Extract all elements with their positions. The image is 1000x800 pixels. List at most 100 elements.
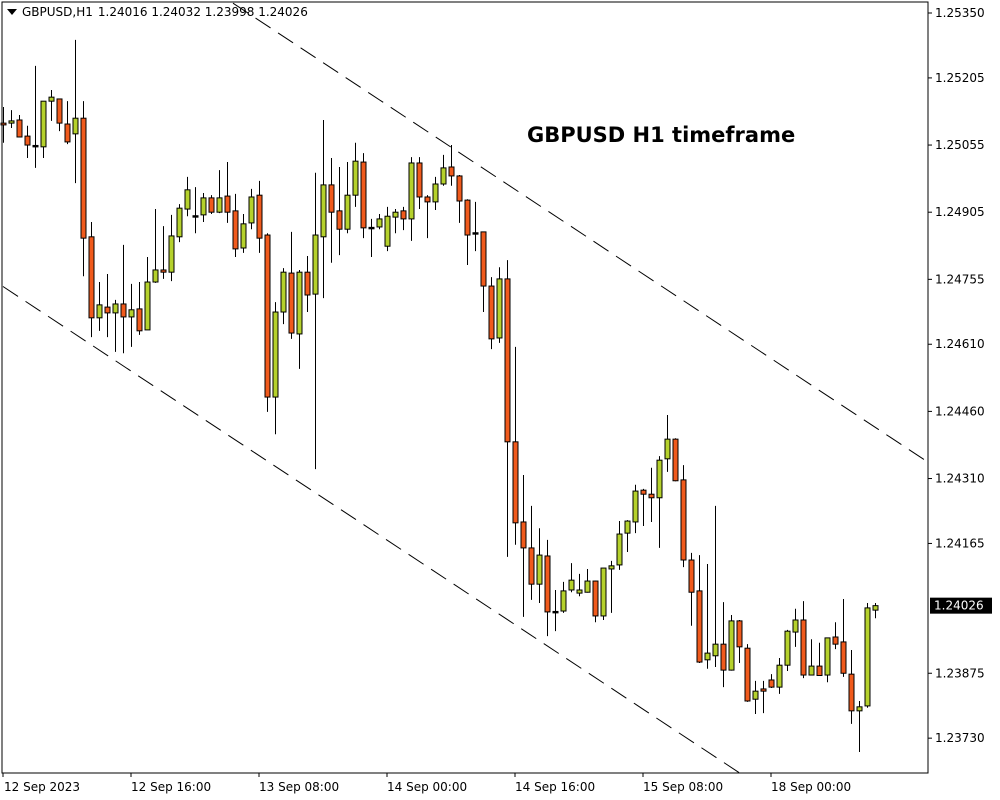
candle-body-bear [224, 195, 231, 213]
time-axis[interactable]: 12 Sep 2023 12 Sep 16:00 13 Sep 08:00 14 Se… [2, 773, 851, 794]
candle-body-bear [136, 308, 143, 332]
candle [640, 488, 647, 526]
candle [0, 107, 7, 143]
candle [392, 209, 399, 234]
price-axis[interactable]: 1.25350 1.25205 1.25055 1.24905 1.24755 1.246… [928, 6, 992, 745]
candle-body-bull [176, 207, 183, 238]
candle-body-bull [272, 311, 279, 398]
price-tick-label: 1.24905 [935, 205, 985, 219]
candle [248, 188, 255, 230]
candle [480, 231, 487, 313]
candle-body-bear [768, 679, 775, 688]
candle [680, 465, 687, 568]
candle [56, 98, 63, 132]
candle [328, 158, 335, 263]
candle-body-bull [112, 303, 119, 314]
candle [472, 201, 479, 252]
candle [200, 192, 207, 223]
candle-body-bull [184, 189, 191, 210]
candle [464, 199, 471, 266]
candle [512, 346, 519, 545]
candle [568, 563, 575, 593]
candle-body-bear [24, 135, 31, 146]
candle-body-bear [512, 441, 519, 524]
plot-area-border [1, 1, 929, 774]
candle-body-bull [560, 590, 567, 612]
candle [520, 474, 527, 617]
candle [376, 213, 383, 230]
candle [824, 637, 831, 683]
candle-body-bull [496, 278, 503, 339]
chart-header: GBPUSD,H1 1.24016 1.24032 1.23998 1.2402… [7, 5, 308, 19]
candle-body-bear [672, 438, 679, 482]
price-tick-label: 1.24755 [935, 272, 985, 286]
candle-body-bear [544, 555, 551, 613]
candle-body-bear [832, 636, 839, 645]
candle-body-bull [776, 664, 783, 688]
candle-body-bear [840, 641, 847, 674]
candles [0, 39, 879, 753]
candle-body-bear [456, 175, 463, 202]
candle [704, 564, 711, 669]
candle [360, 153, 367, 239]
triangle-down-icon[interactable] [7, 9, 17, 15]
candle-body-bear [208, 197, 215, 213]
candle-body-bull [440, 167, 447, 185]
candle-body-bull [408, 162, 415, 220]
trendlines [2, 2, 926, 773]
candle-body-bull [584, 580, 591, 593]
candle-body-bear [256, 194, 263, 239]
candle-body-bear [104, 306, 111, 314]
candle [592, 580, 599, 623]
candle [560, 581, 567, 613]
candle-body-bear [288, 272, 295, 334]
candle [352, 142, 359, 207]
candle [728, 615, 735, 671]
candle [696, 555, 703, 663]
candle-body-bull [608, 565, 615, 570]
candle [440, 154, 447, 186]
candle [32, 65, 39, 168]
candle-body-bull [48, 96, 55, 102]
candle [752, 680, 759, 714]
time-tick-label: 13 Sep 08:00 [259, 780, 339, 794]
candle [528, 505, 535, 600]
candle [232, 193, 239, 257]
candle-body-bull [616, 533, 623, 566]
candle [408, 157, 415, 241]
candle [312, 172, 319, 470]
candle-body-doji [368, 226, 375, 230]
candle-body-bear [488, 285, 495, 340]
candle [224, 162, 231, 223]
candle-body-bear [464, 199, 471, 236]
candle [208, 195, 215, 214]
candle [48, 89, 55, 121]
candle [384, 206, 391, 252]
candle [192, 187, 199, 234]
candle [24, 125, 31, 159]
candle-body-bull [568, 579, 575, 591]
candle-body-bear [696, 590, 703, 663]
candle [320, 119, 327, 299]
candle-body-bear [424, 196, 431, 203]
candle [456, 175, 463, 223]
price-tick-label: 1.25350 [935, 6, 985, 20]
candle-body-bull [96, 304, 103, 319]
candle-body-bear [800, 619, 807, 676]
candle [616, 521, 623, 570]
candle [712, 505, 719, 667]
candle [600, 567, 607, 620]
candle-body-bear [120, 303, 127, 318]
candle-body-bull [704, 652, 711, 661]
candle-body-bull [576, 589, 583, 594]
candle [760, 680, 767, 714]
candle [256, 180, 263, 253]
candle-body-bull [792, 619, 799, 633]
candle-body-bear [448, 166, 455, 177]
candle-body-bear [80, 117, 87, 239]
candle-body-bear [848, 673, 855, 712]
candle-body-bull [632, 490, 639, 523]
ohlc-readout: 1.24016 1.24032 1.23998 1.24026 [97, 5, 308, 19]
candle-body-bear [360, 161, 367, 229]
